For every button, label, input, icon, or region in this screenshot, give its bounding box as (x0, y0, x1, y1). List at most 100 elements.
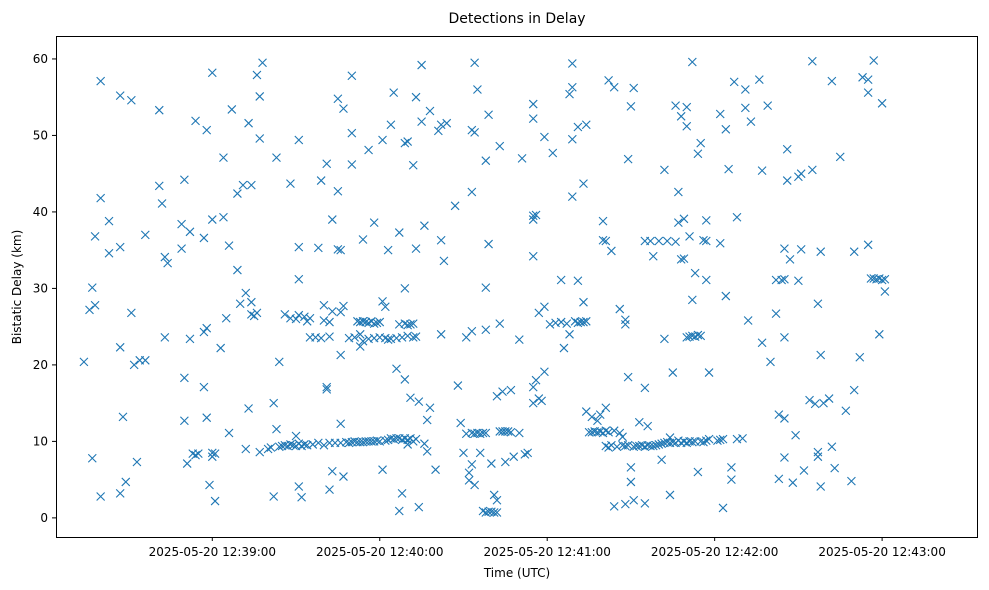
data-point (246, 180, 256, 190)
data-point (369, 218, 379, 228)
data-point (255, 92, 265, 101)
data-point (668, 437, 678, 447)
data-point (721, 124, 731, 134)
data-point (593, 416, 602, 426)
x-axis-label: Time (UTC) (483, 566, 550, 580)
data-point (414, 502, 424, 512)
x-tick-label: 2025-05-20 12:41:00 (483, 545, 610, 559)
data-point (316, 176, 326, 185)
data-point (336, 245, 346, 255)
data-point (358, 316, 368, 326)
data-point (358, 336, 368, 346)
chart-title: Detections in Delay (448, 11, 585, 27)
data-point (392, 364, 401, 374)
x-tick-label: 2025-05-20 12:43:00 (818, 545, 945, 559)
data-point (481, 325, 491, 335)
data-point (819, 398, 828, 408)
data-point (397, 489, 407, 498)
data-point (581, 316, 591, 326)
data-point (422, 446, 432, 456)
data-point (609, 502, 619, 511)
data-point (609, 426, 619, 436)
data-point (687, 295, 697, 305)
data-point (531, 375, 541, 385)
data-point (475, 448, 485, 458)
data-point (495, 141, 505, 151)
y-tick-label: 60 (33, 52, 48, 66)
x-tick-label: 2025-05-20 12:42:00 (651, 545, 778, 559)
data-point (210, 496, 220, 506)
data-point (157, 199, 167, 208)
data-point (160, 332, 170, 342)
data-point (129, 360, 139, 370)
data-point (425, 106, 435, 116)
data-point (380, 302, 390, 312)
data-point (154, 181, 164, 191)
data-point (336, 350, 346, 360)
data-point (796, 169, 806, 179)
data-point (796, 245, 806, 254)
data-point (673, 218, 683, 228)
data-point (615, 304, 625, 314)
data-point (224, 428, 234, 438)
data-point (701, 236, 711, 246)
data-point (780, 453, 789, 462)
data-point (579, 317, 588, 327)
data-point (85, 305, 94, 315)
data-point (87, 283, 97, 293)
data-point (258, 58, 267, 68)
data-point (221, 313, 231, 323)
x-tick-label: 2025-05-20 12:40:00 (316, 545, 443, 559)
data-point (403, 440, 413, 449)
data-point (612, 442, 622, 452)
data-point (813, 452, 823, 462)
data-point (459, 448, 468, 458)
data-point (740, 85, 750, 94)
data-point (620, 499, 630, 509)
data-point (598, 235, 608, 245)
data-point (177, 219, 186, 229)
data-point (495, 319, 505, 328)
data-point (406, 393, 415, 403)
data-point (500, 457, 510, 467)
data-point (467, 187, 477, 197)
data-point (313, 243, 323, 253)
data-point (660, 165, 669, 175)
data-point (489, 490, 499, 500)
data-point (238, 180, 248, 190)
data-point (408, 160, 418, 170)
data-point (400, 375, 410, 384)
data-point (325, 317, 334, 327)
data-point (715, 109, 725, 119)
data-point (805, 395, 814, 405)
data-point (420, 221, 429, 231)
data-point (380, 436, 390, 446)
data-point (827, 76, 837, 86)
data-point (272, 153, 281, 163)
data-point (807, 56, 817, 66)
data-point (431, 465, 440, 475)
data-point (199, 233, 209, 243)
data-point (607, 246, 616, 256)
data-point (607, 440, 616, 450)
data-point (514, 428, 524, 438)
data-point (358, 235, 368, 244)
data-point (690, 268, 700, 278)
data-point (687, 57, 697, 67)
data-point (79, 357, 89, 367)
data-point (235, 299, 245, 309)
data-point (244, 118, 253, 128)
data-point (336, 419, 346, 429)
data-point (646, 236, 655, 246)
data-point (185, 227, 195, 237)
data-point (654, 440, 664, 449)
data-point (623, 440, 633, 450)
data-point (350, 332, 360, 342)
data-point (556, 317, 566, 327)
data-point (489, 508, 499, 517)
data-point (294, 482, 304, 491)
data-point (791, 430, 800, 440)
data-point (830, 463, 840, 473)
data-point (771, 309, 781, 319)
